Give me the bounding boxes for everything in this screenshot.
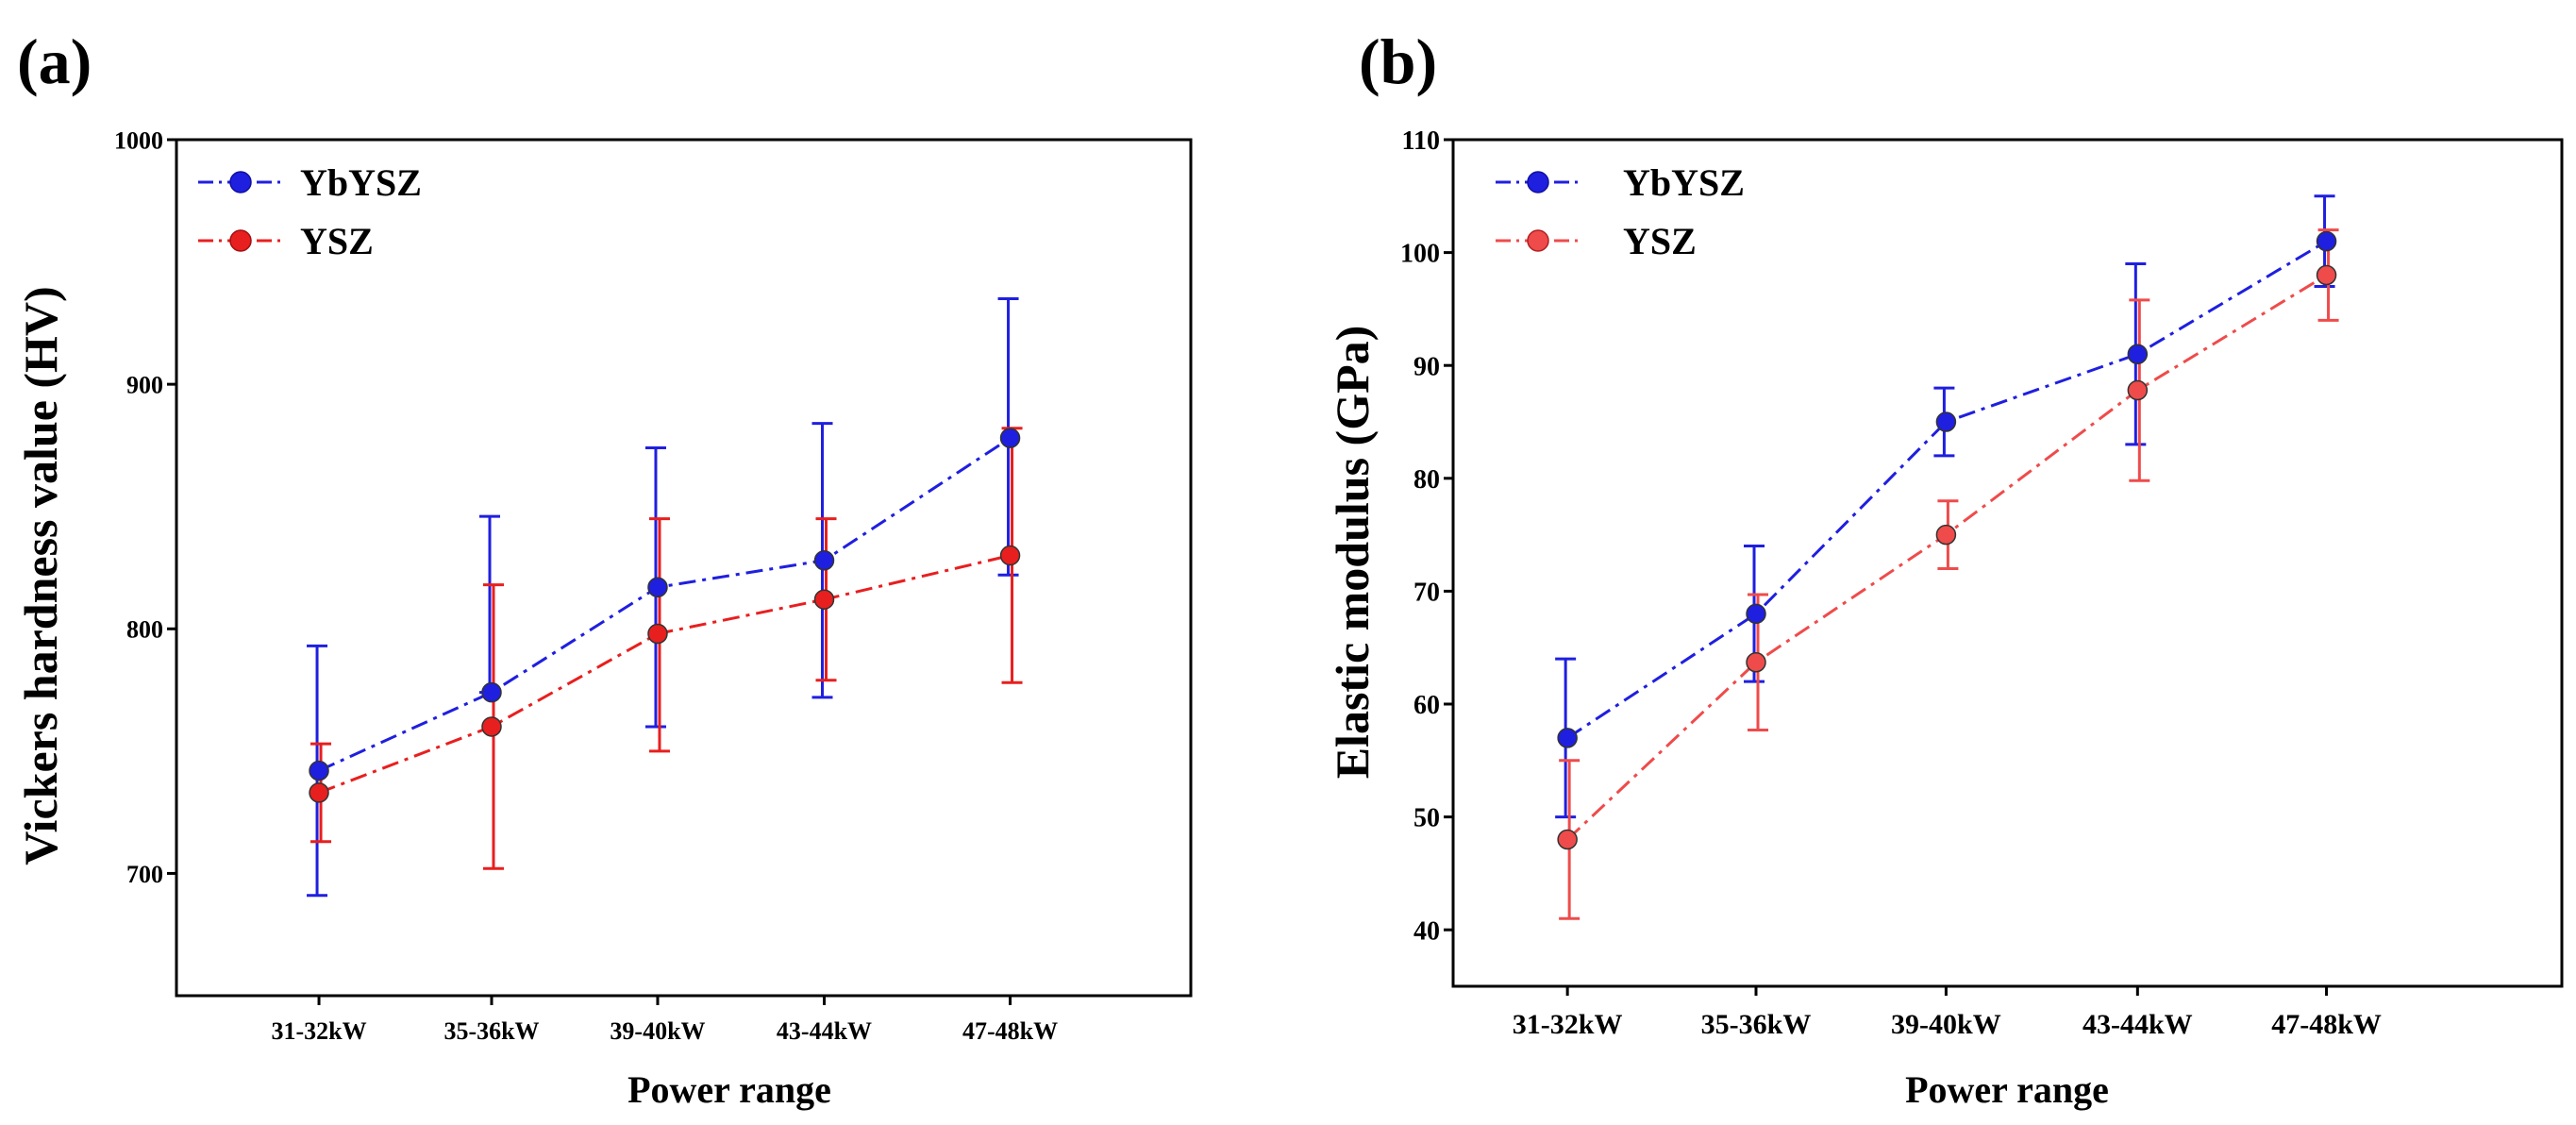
y-axis-a: 700 800 900 1000	[114, 126, 176, 888]
y-tick-label: 100	[1400, 240, 1440, 269]
x-tick-label: 39-40kW	[1891, 1009, 2001, 1040]
x-tick-label: 47-48kW	[962, 1017, 1058, 1045]
plot-frame-a	[175, 138, 1193, 998]
y-tick-label: 110	[1402, 126, 1440, 156]
legend-a: YbYSZ YSZ	[198, 161, 422, 262]
x-tick-label: 43-44kW	[777, 1017, 872, 1045]
legend-entry-ysz: YSZ	[198, 220, 374, 262]
data-point-ybysz	[481, 681, 502, 703]
data-point-ysz	[1746, 651, 1766, 673]
y-axis-title-b: Elastic modulus (GPa)	[1326, 326, 1379, 780]
y-tick-label: 80	[1413, 465, 1440, 495]
legend-label-ybysz: YbYSZ	[300, 161, 422, 204]
data-point-ybysz	[813, 549, 835, 571]
x-axis-b: 31-32kW 35-36kW 39-40kW 43-44kW 47-48kW	[1513, 986, 2382, 1040]
data-point-ybysz	[1746, 603, 1766, 625]
y-tick-label: 800	[126, 616, 163, 644]
y-tick-label: 700	[126, 861, 163, 888]
legend-label-ybysz: YbYSZ	[1623, 161, 1745, 204]
y-tick-label: 40	[1413, 916, 1440, 946]
data-point-ybysz	[647, 577, 668, 597]
legend-label-ysz: YSZ	[300, 220, 374, 262]
x-tick-label: 31-32kW	[1513, 1009, 1623, 1040]
y-axis-title-a: Vickers hardness value (HV)	[14, 286, 67, 865]
data-point-ysz	[999, 545, 1021, 566]
panel-label-b: (b)	[1359, 25, 1437, 97]
y-tick-label: 50	[1413, 804, 1440, 833]
legend-entry-ybysz: YbYSZ	[1496, 161, 1745, 204]
y-tick-label: 1000	[114, 126, 163, 154]
series-line-ybysz	[318, 436, 1012, 772]
legend-entry-ysz: YSZ	[1496, 220, 1697, 262]
legend-entry-ybysz: YbYSZ	[198, 161, 422, 204]
x-tick-label: 35-36kW	[1701, 1009, 1812, 1040]
data-point-ybysz	[1557, 728, 1578, 748]
data-point-ysz	[2316, 264, 2337, 286]
legend-marker-ybysz	[229, 171, 252, 193]
y-tick-label: 90	[1413, 352, 1440, 381]
y-axis-b: 40 50 60 70 80 90 100 110	[1400, 126, 1453, 946]
data-point-ysz	[813, 589, 835, 610]
data-point-ysz	[647, 623, 668, 645]
x-axis-a: 31-32kW 35-36kW 39-40kW 43-44kW 47-48kW	[271, 996, 1058, 1045]
data-point-ysz	[481, 716, 502, 737]
data-point-ybysz	[999, 428, 1021, 448]
data-point-ysz	[309, 782, 329, 803]
x-axis-title-b: Power range	[1905, 1068, 2109, 1111]
panel-b: (b) 40 50 60 70 80 90 100 110 31-32kW 35-36kW 39-…	[1326, 25, 2564, 1111]
x-tick-label: 31-32kW	[271, 1017, 366, 1045]
data-point-ybysz	[2316, 230, 2337, 252]
data-point-ybysz	[1935, 411, 1957, 432]
data-point-ysz	[1557, 829, 1578, 850]
panel-a: (a) 700 800 900 1000 31-32kW 35-36kW 39-40kW 4…	[14, 25, 1193, 1111]
panel-label-a: (a)	[17, 25, 92, 97]
legend-label-ysz: YSZ	[1623, 220, 1697, 262]
legend-marker-ysz	[229, 229, 252, 252]
series-line-ybysz	[1566, 240, 2328, 740]
data-point-ysz	[2127, 379, 2149, 401]
x-tick-label: 35-36kW	[443, 1017, 539, 1045]
legend-b: YbYSZ YSZ	[1496, 161, 1745, 262]
x-axis-title-a: Power range	[627, 1068, 831, 1111]
data-point-ysz	[1935, 524, 1957, 546]
y-tick-label: 70	[1413, 578, 1440, 607]
legend-marker-ysz	[1527, 229, 1549, 252]
y-tick-label: 900	[126, 372, 163, 399]
x-tick-label: 47-48kW	[2271, 1009, 2382, 1040]
x-tick-label: 43-44kW	[2083, 1009, 2193, 1040]
series-layer-b	[1555, 194, 2339, 920]
data-point-ybysz	[2127, 344, 2149, 364]
plot-frame-b	[1451, 138, 2564, 988]
data-point-ybysz	[309, 760, 329, 781]
x-tick-label: 39-40kW	[610, 1017, 705, 1045]
y-tick-label: 60	[1413, 691, 1440, 720]
legend-marker-ybysz	[1527, 171, 1549, 193]
series-layer-a	[307, 296, 1023, 898]
